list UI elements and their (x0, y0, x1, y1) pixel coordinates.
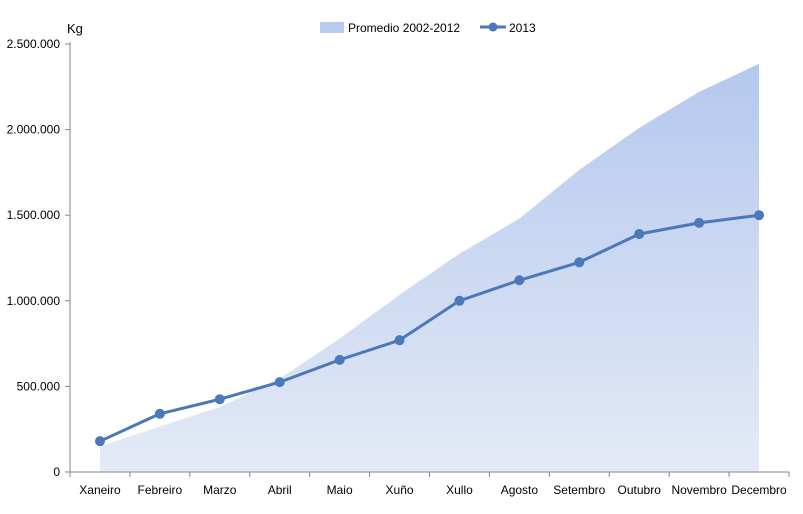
line-point-2013 (154, 408, 165, 419)
line-point-2013 (754, 210, 765, 221)
x-tick-label: Agosto (501, 483, 539, 497)
y-tick-label: 2.000.000 (7, 123, 61, 137)
line-series-layer (94, 210, 765, 447)
y-tick-label: 1.500.000 (7, 208, 61, 222)
x-tick-label: Febreiro (138, 483, 183, 497)
legend-label-line: 2013 (509, 21, 536, 35)
y-tick-label: 0 (53, 465, 60, 479)
x-tick-label: Xuño (386, 483, 414, 497)
axes (65, 42, 790, 477)
y-tick-label: 1.000.000 (7, 294, 61, 308)
x-tick-label: Decembro (731, 483, 787, 497)
line-point-2013 (94, 436, 105, 447)
area-series-promedio (99, 63, 760, 473)
legend-label-area: Promedio 2002-2012 (348, 21, 460, 35)
x-tick-label: Abril (268, 483, 292, 497)
line-point-2013 (454, 295, 465, 306)
line-point-2013 (574, 257, 585, 268)
area-series-layer (99, 63, 760, 473)
line-point-2013 (394, 335, 405, 346)
x-tick-label: Outubro (618, 483, 662, 497)
legend-swatch-area (320, 22, 344, 33)
y-tick-label: 500.000 (17, 379, 61, 393)
line-point-2013 (334, 354, 345, 365)
x-tick-label: Novembro (671, 483, 727, 497)
x-tick-label: Xaneiro (79, 483, 121, 497)
line-point-2013 (514, 275, 525, 286)
legend-swatch-marker (488, 22, 498, 32)
line-series-2013 (99, 213, 760, 443)
y-axis-unit-label: Kg (67, 21, 83, 36)
line-point-2013 (214, 394, 225, 405)
line-point-2013 (634, 229, 645, 240)
line-point-2013 (274, 377, 285, 388)
x-tick-label: Xullo (446, 483, 473, 497)
line-point-2013 (694, 217, 705, 228)
legend: Promedio 2002-2012 2013 (320, 21, 536, 35)
x-tick-label: Maio (327, 483, 353, 497)
tick-labels: 0 500.000 1.000.000 1.500.000 2.000.000 2.500… (7, 37, 787, 497)
y-tick-label: 2.500.000 (7, 37, 61, 51)
x-tick-label: Marzo (203, 483, 237, 497)
x-tick-label: Setembro (553, 483, 605, 497)
